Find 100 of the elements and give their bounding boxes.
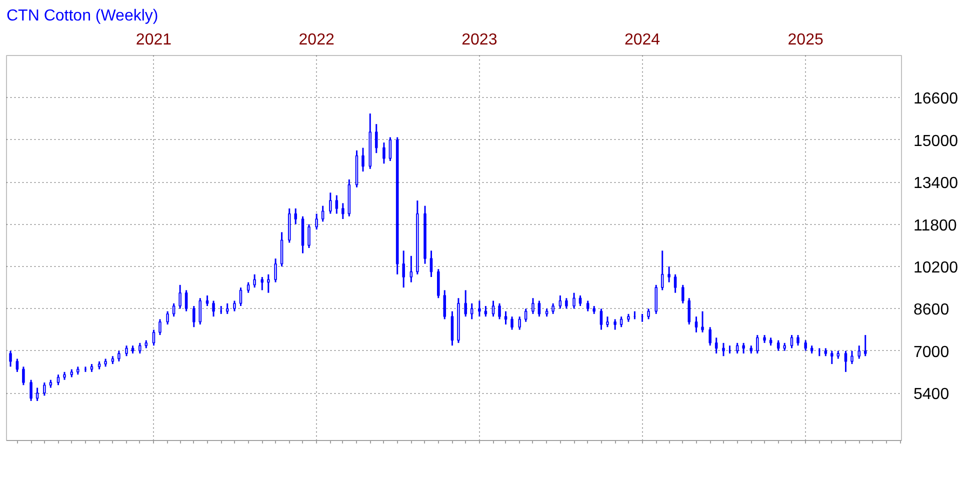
x-tick-label: 2022 — [298, 32, 334, 48]
candlestick — [756, 334, 759, 354]
candlestick — [212, 300, 215, 318]
candlestick — [586, 300, 590, 312]
candlestick — [308, 224, 310, 249]
candlestick — [478, 300, 481, 318]
candlestick — [172, 302, 176, 318]
candlestick — [226, 302, 229, 315]
candlestick — [654, 284, 658, 315]
y-tick-label: 7000 — [914, 344, 950, 361]
candlestick — [374, 123, 378, 154]
candlestick — [125, 344, 128, 357]
candlestick — [382, 142, 386, 164]
x-tick-label: 2024 — [624, 32, 660, 48]
candlestick — [844, 350, 848, 373]
candlestick — [246, 282, 250, 294]
x-tick-label: 2021 — [136, 32, 172, 48]
candlestick — [56, 374, 60, 386]
candlestick — [492, 300, 495, 318]
y-tick-label: 5400 — [914, 386, 950, 404]
candlestick — [510, 316, 514, 330]
candlestick — [321, 205, 324, 222]
candlestick — [184, 289, 188, 312]
candlestick — [152, 328, 156, 346]
candlestick — [9, 350, 12, 368]
candlestick — [329, 192, 332, 214]
candlestick — [158, 318, 162, 336]
candlestick — [430, 250, 433, 278]
chart-title: CTN Cotton (Weekly) — [6, 8, 158, 24]
candlestick — [233, 300, 236, 312]
candlestick — [43, 382, 46, 396]
candlestick — [858, 344, 861, 360]
y-tick-label: 11800 — [914, 217, 957, 234]
candlestick — [166, 310, 169, 326]
candlestick — [565, 297, 568, 310]
candlestick — [274, 258, 277, 284]
candlestick — [138, 342, 142, 354]
candlestick — [260, 276, 264, 291]
candlestick — [830, 350, 834, 365]
candlestick — [498, 302, 501, 320]
candlestick — [600, 308, 603, 330]
candlestick — [804, 340, 807, 352]
candlestick — [681, 284, 684, 304]
x-tick-label: 2025 — [788, 32, 824, 48]
candlestick — [701, 310, 704, 334]
candlestick — [688, 297, 691, 326]
candlestick — [443, 289, 446, 320]
candlestick — [436, 268, 440, 299]
candlestick — [267, 274, 270, 294]
candlestick — [736, 342, 739, 354]
candlestick — [606, 316, 609, 328]
y-tick-label: 15000 — [914, 132, 958, 150]
candlestick — [484, 305, 488, 318]
candlestick — [294, 208, 298, 226]
candlestick — [464, 289, 467, 318]
candlestick — [470, 302, 474, 320]
candlestick — [450, 310, 454, 346]
candlestick — [118, 350, 120, 362]
candlestick — [864, 334, 867, 357]
candlestick — [614, 318, 616, 330]
candlestick — [647, 308, 650, 320]
candlestick — [410, 255, 413, 284]
candlestick — [620, 316, 623, 328]
candlestick — [790, 334, 794, 349]
candlestick — [504, 310, 508, 326]
candlestick — [253, 274, 256, 288]
candlestick — [342, 202, 344, 220]
candlestick — [708, 326, 712, 346]
candlestick — [552, 302, 554, 315]
candlestick — [36, 387, 39, 402]
candlestick — [742, 342, 745, 354]
candlestick — [402, 250, 405, 288]
y-tick-label: 8600 — [914, 302, 950, 319]
candlestick — [280, 231, 284, 268]
candlestick — [315, 212, 318, 230]
y-tick-label: 13400 — [914, 175, 958, 192]
candlestick — [239, 286, 242, 307]
candlestick — [850, 350, 854, 365]
candlestick — [518, 316, 521, 330]
y-tick-label: 10200 — [914, 259, 958, 276]
candlestick — [538, 300, 541, 318]
candlestick — [660, 250, 664, 291]
candlestick — [572, 292, 576, 310]
candlestick — [362, 147, 364, 172]
candlestick — [198, 297, 202, 326]
candlestick — [668, 266, 670, 284]
candlestick — [694, 316, 698, 334]
candlestick — [776, 340, 780, 352]
candlestick — [206, 294, 209, 307]
candlestick — [558, 294, 562, 310]
candlestick — [714, 336, 718, 354]
candlestick — [192, 305, 196, 328]
candlestick — [178, 284, 182, 310]
candlestick — [532, 297, 534, 315]
candlestick — [30, 379, 32, 402]
candlestick — [674, 274, 677, 294]
candlestick — [796, 334, 800, 346]
x-tick-label: 2023 — [462, 32, 498, 48]
candlestick — [16, 358, 19, 373]
candlestick — [722, 342, 725, 357]
